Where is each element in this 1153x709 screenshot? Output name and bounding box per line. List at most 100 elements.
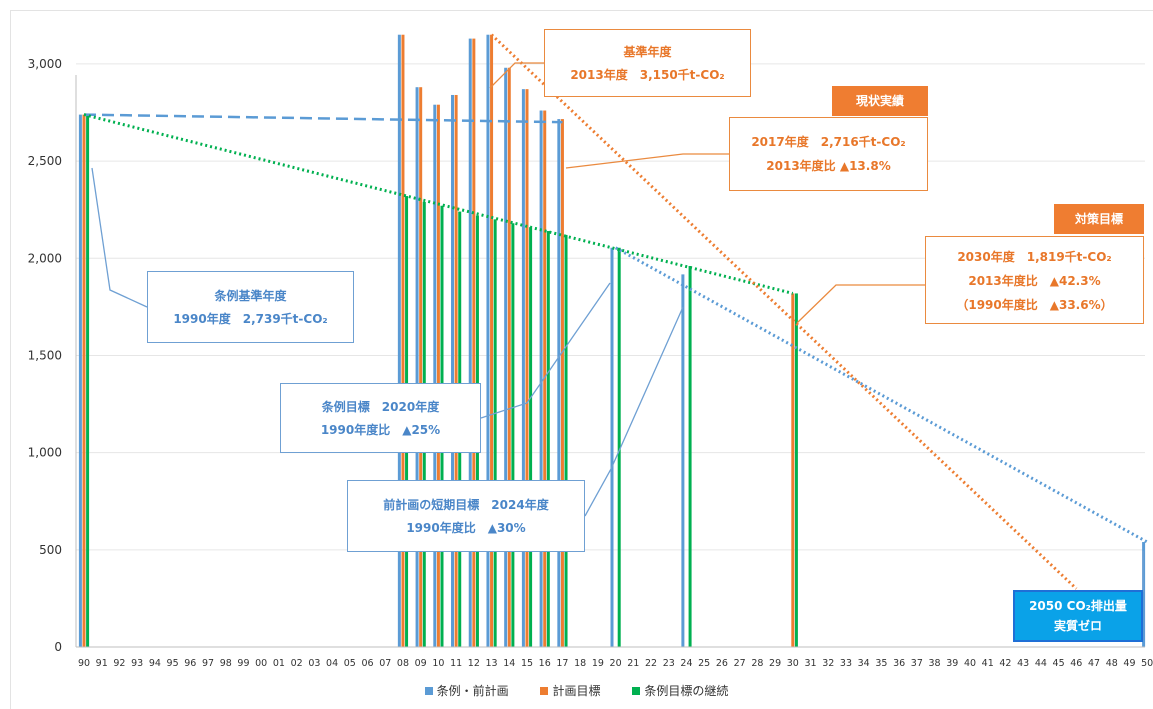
x-tick-31: 31 [804,658,816,669]
x-tick-45: 45 [1053,658,1065,669]
x-tick-13: 13 [486,658,498,669]
x-tick-30: 30 [787,658,799,669]
bar-s2-11 [454,94,458,648]
bar-s3-30 [794,293,798,647]
x-tick-labels: 90 91 92 93 94 95 96 97 98 99 00 01 02 03 04 05 06 07 08 09… [78,658,1153,669]
bar-s3-24 [688,266,692,647]
x-tick-42: 42 [999,658,1011,669]
current-tag: 現状実績 [832,86,928,116]
x-tick-36: 36 [893,658,905,669]
bar-s1-17 [557,119,561,647]
x-tick-94: 94 [149,658,161,669]
bar-s3-15 [529,227,533,647]
legend-swatch-3 [632,687,641,695]
x-tick-90: 90 [78,658,90,669]
bar-s1-09 [415,87,419,647]
x-tick-08: 08 [397,658,409,669]
target-line3: （1990年度比 ▲33.6%） [956,298,1113,312]
x-tick-00: 00 [255,658,267,669]
x-tick-44: 44 [1035,658,1047,669]
bar-s1-13 [486,34,490,647]
x-tick-97: 97 [202,658,214,669]
x-tick-09: 09 [415,658,427,669]
ordinance-target-line2: 1990年度比 ▲25% [320,423,441,437]
x-tick-19: 19 [592,658,604,669]
bar-s1-24 [681,274,685,647]
trend-blue-dotted [614,246,1148,544]
legend-label-3: 条例目標の継続 [644,684,729,698]
legend-item-1: 条例・前計画 [424,684,509,698]
bar-s1-50 [1142,542,1146,647]
y-tick-1000: 1,000 [28,446,62,460]
x-tick-02: 02 [291,658,303,669]
trend-orange-dotted [490,33,1078,590]
x-tick-38: 38 [929,658,941,669]
bar-s3-16 [546,231,550,647]
x-tick-16: 16 [539,658,551,669]
trend-green-dotted [83,113,794,295]
x-tick-47: 47 [1088,658,1100,669]
leader-lines [91,62,1144,592]
x-tick-23: 23 [663,658,675,669]
x-tick-91: 91 [96,658,108,669]
target-callout: 2030年度 1,819千t-CO₂ 2013年度比 ▲42.3% （1990年… [925,236,1144,324]
bar-s1-12 [468,38,472,647]
target-line1: 2030年度 1,819千t-CO₂ [957,250,1112,264]
ordinance-base-line1: 条例基準年度 [214,289,287,303]
x-tick-35: 35 [875,658,887,669]
short-term-line1: 前計画の短期目標 2024年度 [383,498,549,512]
bar-s3-90 [86,114,90,647]
x-tick-39: 39 [946,658,958,669]
legend-item-2: 計画目標 [540,684,601,698]
x-tick-98: 98 [220,658,232,669]
x-tick-24: 24 [680,658,692,669]
bar-s3-13 [493,219,497,647]
x-tick-11: 11 [450,658,462,669]
x-tick-10: 10 [432,658,444,669]
x-tick-95: 95 [167,658,179,669]
y-tick-3000: 3,000 [28,57,62,71]
y-tick-2500: 2,500 [28,154,62,168]
x-tick-99: 99 [237,658,249,669]
legend-label-2: 計画目標 [552,684,601,698]
y-tick-1500: 1,500 [28,348,62,362]
x-tick-07: 07 [379,658,391,669]
current-callout: 2017年度 2,716千t-CO₂ 2013年度比 ▲13.8% [729,117,928,191]
legend-swatch-1 [424,687,433,695]
bar-s3-17 [564,234,568,648]
bar-s2-90 [82,114,86,647]
y-tick-labels: 0 500 1,000 1,500 2,000 2,500 3,000 [28,57,62,654]
x-tick-49: 49 [1123,658,1135,669]
x-tick-96: 96 [184,658,196,669]
x-tick-14: 14 [503,658,515,669]
bar-s1-10 [433,104,437,648]
ordinance-base-line2: 1990年度 2,739千t-CO₂ [173,312,328,326]
bar-s1-20 [610,247,614,647]
x-tick-41: 41 [982,658,994,669]
x-tick-18: 18 [574,658,586,669]
x-tick-33: 33 [840,658,852,669]
ordinance-base-callout: 条例基準年度 1990年度 2,739千t-CO₂ [147,271,354,343]
bar-s1-90 [78,114,82,647]
bar-s2-10 [436,104,440,648]
x-tick-48: 48 [1106,658,1118,669]
bar-s2-12 [472,38,476,647]
leader-base-year [489,62,544,89]
bar-s2-09 [419,87,423,647]
x-tick-43: 43 [1017,658,1029,669]
x-tick-03: 03 [308,658,320,669]
legend-label-1: 条例・前計画 [436,684,509,698]
bar-s2-14 [507,67,511,647]
x-tick-93: 93 [131,658,143,669]
base-year-callout: 基準年度 2013年度 3,150千t-CO₂ [544,29,751,97]
zero-line1: 2050 CO₂排出量 [1029,599,1127,613]
short-term-callout: 前計画の短期目標 2024年度 1990年度比 ▲30% [347,480,585,552]
bar-s1-16 [539,110,543,647]
bar-s3-14 [511,223,515,647]
x-tick-06: 06 [361,658,373,669]
x-tick-32: 32 [822,658,834,669]
target-tag: 対策目標 [1054,204,1144,234]
bar-s2-15 [525,89,529,648]
bar-s2-30 [791,293,795,647]
y-tick-0: 0 [54,640,62,654]
